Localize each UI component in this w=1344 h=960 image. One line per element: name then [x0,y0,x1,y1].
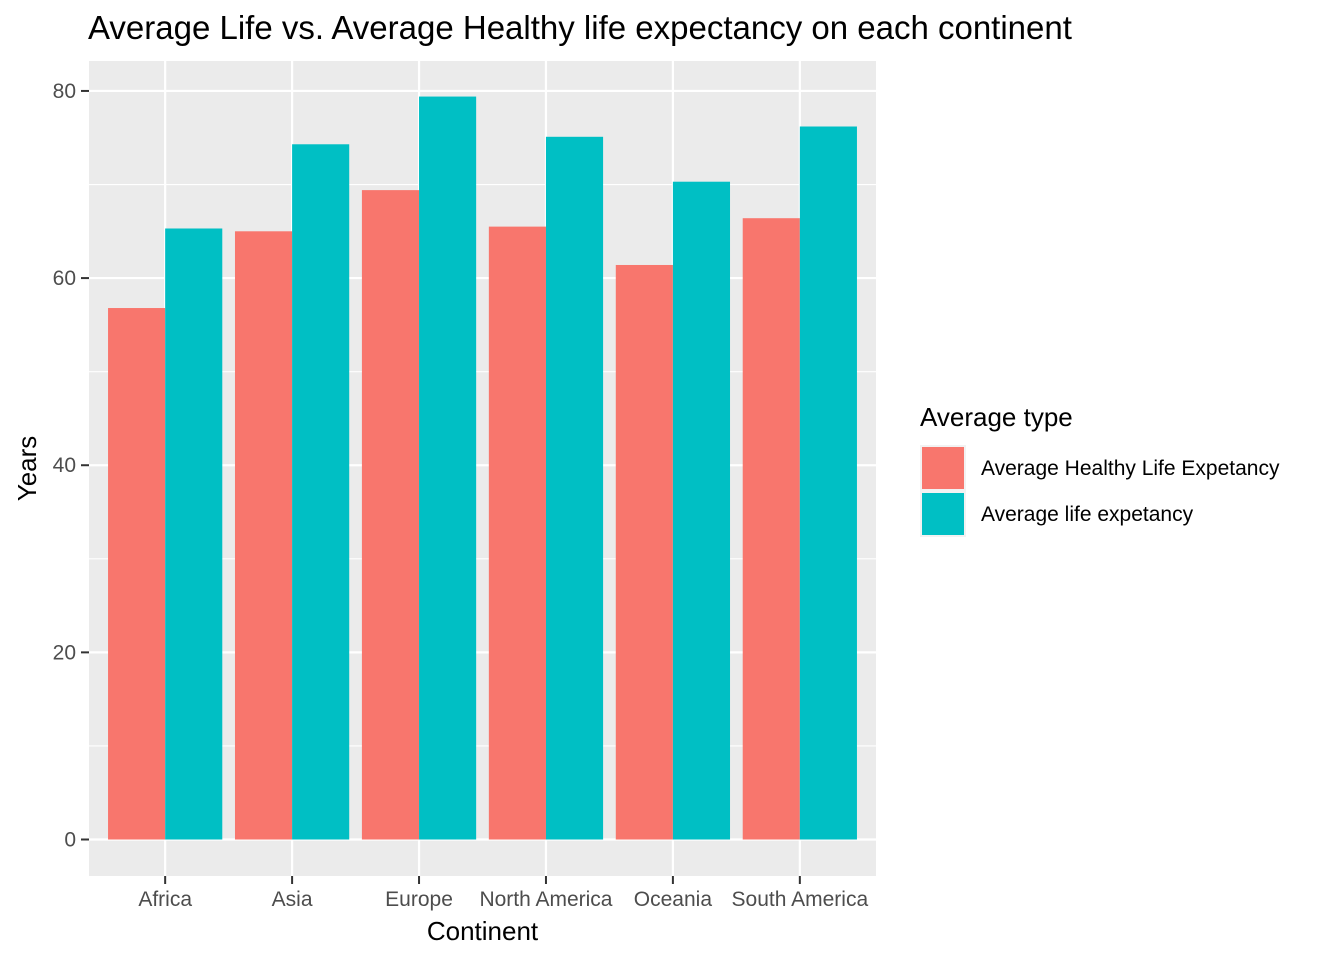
bar-healthy-life-south-america [742,218,800,840]
legend-label: Average Healthy Life Expetancy [981,457,1280,480]
bar-life-south-america [799,126,857,840]
bar-life-africa [165,228,223,840]
legend-swatch [922,447,964,489]
x-tick-label: Oceania [634,888,713,911]
legend-swatch [922,493,964,535]
y-tick-label: 60 [53,267,76,290]
x-tick-label: South America [732,888,869,911]
x-tick-label: North America [479,888,612,911]
bar-healthy-life-europe [361,190,420,840]
x-axis: Africa Asia Europe North America Oceania Sout… [138,876,868,911]
x-tick-label: Asia [272,888,313,911]
bar-healthy-life-asia [234,231,293,840]
y-tick-label: 0 [64,829,76,852]
legend-items: Average Healthy Life Expetancy Average li… [920,445,1280,537]
y-tick-label: 80 [53,80,76,103]
y-tick-label: 20 [53,641,76,664]
legend: Average type Average Healthy Life Expeta… [920,402,1280,537]
x-axis-title: Continent [427,916,539,946]
legend-label: Average life expetancy [981,503,1194,526]
bar-life-asia [292,144,350,840]
bar-life-europe [419,96,477,840]
bar-life-north-america [545,136,604,840]
x-tick-label: Europe [385,888,453,911]
legend-title: Average type [920,402,1073,432]
bar-life-oceania [672,181,731,840]
y-axis-title: Years [12,436,42,502]
y-axis: 0 20 40 60 80 [53,80,89,852]
chart-title: Average Life vs. Average Healthy life ex… [88,9,1072,46]
bar-healthy-life-oceania [615,264,673,840]
bar-healthy-life-north-america [488,226,546,840]
x-tick-label: Africa [138,888,192,911]
y-tick-label: 40 [53,454,76,477]
bar-healthy-life-africa [108,308,166,840]
bars [108,96,857,840]
